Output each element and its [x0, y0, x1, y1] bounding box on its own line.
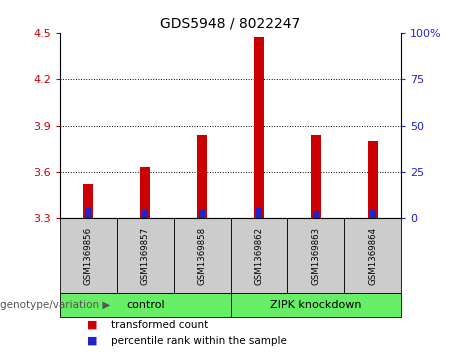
Bar	[142, 210, 148, 219]
Bar	[140, 167, 150, 219]
Text: GSM1369862: GSM1369862	[254, 227, 263, 285]
Bar	[367, 141, 378, 219]
Text: control: control	[126, 300, 165, 310]
Bar	[311, 135, 321, 219]
Bar	[287, 219, 344, 293]
Bar	[230, 293, 401, 317]
Bar	[60, 219, 117, 293]
Bar	[256, 208, 262, 219]
Text: percentile rank within the sample: percentile rank within the sample	[111, 335, 287, 346]
Bar	[370, 210, 376, 219]
Bar	[174, 219, 230, 293]
Bar	[199, 210, 205, 219]
Text: GSM1369864: GSM1369864	[368, 227, 377, 285]
Text: genotype/variation ▶: genotype/variation ▶	[0, 300, 110, 310]
Bar	[254, 37, 264, 219]
Bar	[313, 212, 319, 219]
Text: GSM1369863: GSM1369863	[311, 227, 320, 285]
Text: GSM1369858: GSM1369858	[198, 227, 207, 285]
Bar	[344, 219, 401, 293]
Text: ■: ■	[87, 319, 98, 330]
Text: transformed count: transformed count	[111, 319, 208, 330]
Text: GSM1369857: GSM1369857	[141, 227, 150, 285]
Bar	[60, 293, 230, 317]
Bar	[230, 219, 287, 293]
Text: ■: ■	[87, 335, 98, 346]
Text: GSM1369856: GSM1369856	[84, 227, 93, 285]
Title: GDS5948 / 8022247: GDS5948 / 8022247	[160, 16, 301, 30]
Bar	[83, 184, 94, 219]
Text: ZIPK knockdown: ZIPK knockdown	[270, 300, 361, 310]
Bar	[117, 219, 174, 293]
Bar	[197, 135, 207, 219]
Bar	[85, 208, 91, 219]
